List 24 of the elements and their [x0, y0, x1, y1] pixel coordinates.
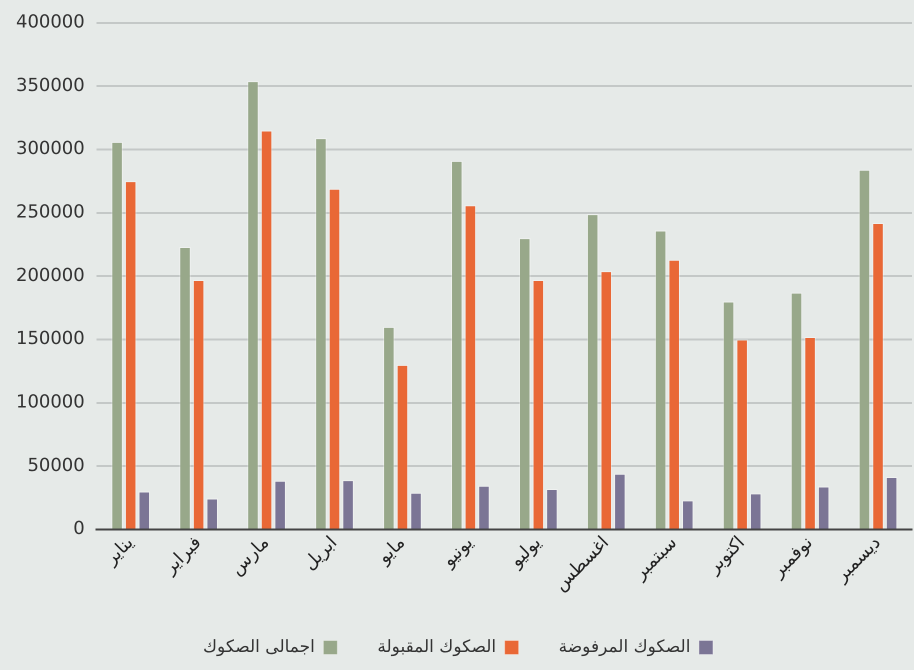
x-tick-label: فبراير: [158, 532, 206, 579]
y-tick-label: 100000: [16, 392, 85, 413]
x-tick-label: ابريل: [299, 532, 342, 574]
y-tick-label: 0: [73, 518, 85, 540]
y-tick-label: 250000: [16, 201, 85, 222]
y-tick-label: 50000: [27, 454, 85, 476]
legend-label: الصكوك المرفوضة: [558, 636, 690, 657]
y-tick-label: 200000: [16, 264, 85, 286]
x-tick-label: يوليو: [505, 532, 546, 572]
x-tick-label: مايو: [372, 532, 410, 569]
x-tick-label: سبتمبر: [628, 532, 682, 584]
legend-label: الصكوك المقبولة: [377, 636, 496, 657]
x-tick-label: اكتوبر: [702, 532, 749, 578]
y-tick-label: 300000: [16, 138, 85, 160]
y-tick-label: 150000: [16, 328, 85, 350]
x-tick-label: مارس: [226, 532, 274, 580]
x-tick-label: ديسمبر: [830, 532, 885, 586]
y-tick-label: 400000: [16, 11, 85, 32]
x-tick-label: نوفمبر: [766, 532, 817, 582]
x-tick-label: يناير: [100, 532, 138, 570]
x-tick-label: يونيو: [438, 532, 478, 572]
x-tick-label: اغسطس: [550, 532, 614, 596]
legend-label: اجمالى الصكوك: [203, 636, 315, 657]
y-tick-label: 350000: [16, 74, 85, 96]
